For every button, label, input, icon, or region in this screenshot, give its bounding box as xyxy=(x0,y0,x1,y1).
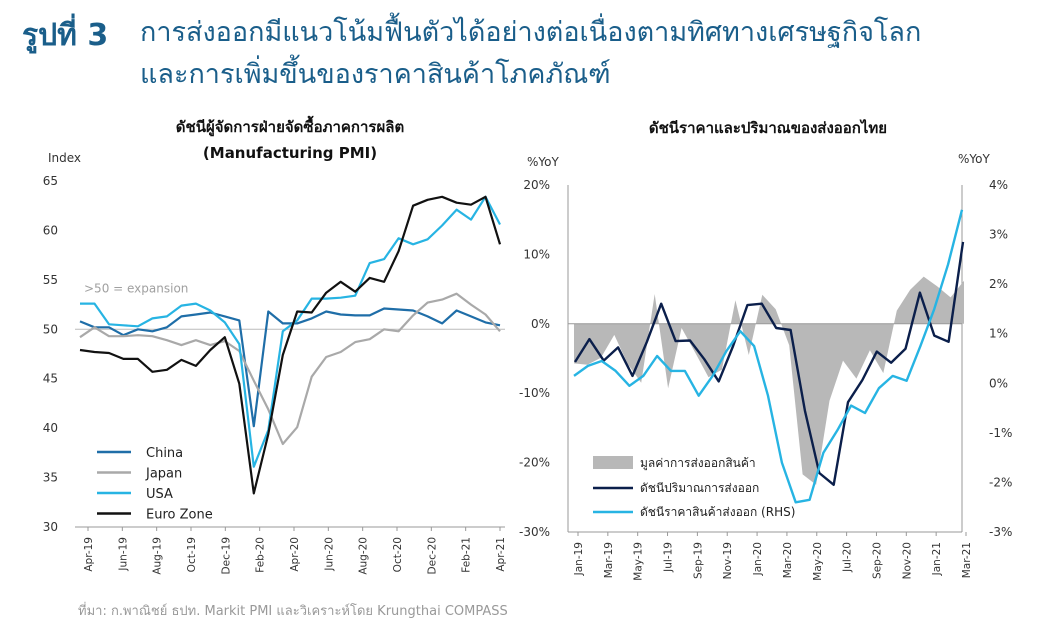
pmi-xtick-label: Oct-19 xyxy=(186,537,198,572)
export-title: ดัชนีราคาและปริมาณของส่งออกไทย xyxy=(649,118,887,137)
pmi-series-3 xyxy=(79,195,502,495)
export-xtick-label: Mar-19 xyxy=(603,542,615,578)
pmi-title-line2: (Manufacturing PMI) xyxy=(203,144,377,162)
pmi-series-1 xyxy=(79,292,501,446)
pmi-xtick-label: Dec-19 xyxy=(220,537,232,574)
export-ylabel-left: %YoY xyxy=(527,155,559,169)
export-ylabel-right: %YoY xyxy=(958,152,990,166)
export-ytick-left: 10% xyxy=(523,247,550,261)
export-xtick-label: Jan-21 xyxy=(931,542,943,576)
export-ytick-left: 0% xyxy=(531,317,550,331)
pmi-series-2 xyxy=(80,195,501,468)
export-ytick-left: -10% xyxy=(519,386,550,400)
export-xtick-label: Jan-19 xyxy=(573,542,585,576)
pmi-ytick-label: 50 xyxy=(43,322,58,336)
pmi-xtick-label: Feb-20 xyxy=(255,537,267,573)
export-xtick-label: Mar-21 xyxy=(961,542,973,578)
export-ytick-left: -20% xyxy=(519,456,550,470)
pmi-series-0 xyxy=(79,307,501,428)
export-ytick-right: 0% xyxy=(989,376,1008,390)
export-ytick-right: 1% xyxy=(989,327,1008,341)
pmi-legend-label: Euro Zone xyxy=(146,508,213,523)
pmi-xtick-label: Aug-19 xyxy=(152,537,164,575)
figure-label: รูปที่ 3 xyxy=(22,18,109,53)
pmi-xtick-label: Aug-20 xyxy=(358,537,370,575)
pmi-xtick-label: Jun-20 xyxy=(323,537,335,572)
pmi-ytick-label: 30 xyxy=(43,520,58,534)
pmi-ytick-label: 45 xyxy=(43,372,58,386)
export-xtick-label: Nov-20 xyxy=(901,542,913,579)
pmi-ytick-label: 55 xyxy=(43,273,58,287)
export-legend-label: ดัชนีราคาสินค้าส่งออก (RHS) xyxy=(640,505,795,519)
export-xtick-label: Jul-20 xyxy=(842,542,854,573)
export-xtick-label: May-19 xyxy=(633,542,645,581)
pmi-xtick-label: Apr-21 xyxy=(495,537,507,572)
export-xtick-label: Sep-20 xyxy=(871,542,883,579)
export-xtick-label: Jan-20 xyxy=(752,542,764,576)
export-legend-label: มูลค่าการส่งออกสินค้า xyxy=(640,456,756,471)
pmi-xtick-label: Apr-19 xyxy=(83,537,95,572)
pmi-ytick-label: 40 xyxy=(43,421,58,435)
pmi-ytick-label: 35 xyxy=(43,471,58,485)
pmi-xtick-label: Oct-20 xyxy=(392,537,404,572)
export-xtick-label: Sep-19 xyxy=(692,542,704,579)
export-xtick-label: May-20 xyxy=(812,542,824,581)
export-ytick-right: 3% xyxy=(989,228,1008,242)
export-xtick-label: Jul-19 xyxy=(663,542,675,573)
pmi-xtick-label: Dec-20 xyxy=(426,537,438,574)
pmi-ylabel: Index xyxy=(48,151,81,165)
pmi-xtick-label: Feb-21 xyxy=(461,537,473,573)
export-ytick-left: -30% xyxy=(519,525,550,539)
export-ytick-right: -3% xyxy=(989,525,1012,539)
pmi-ytick-label: 65 xyxy=(43,174,58,188)
export-ytick-left: 20% xyxy=(523,178,550,192)
pmi-legend-label: Japan xyxy=(145,467,182,482)
export-ytick-right: -1% xyxy=(989,426,1012,440)
figure-title-line2: และการเพิ่มขึ้นของราคาสินค้าโภคภัณฑ์ xyxy=(140,59,611,90)
pmi-xtick-label: Jun-19 xyxy=(117,537,129,572)
export-volume-line xyxy=(573,241,965,486)
figure-title: การส่งออกมีแนวโน้มฟื้นตัวได้อย่างต่อเนื่… xyxy=(140,12,1020,96)
source-note: ที่มา: ก.พาณิชย์ ธปท. Markit PMI และวิเค… xyxy=(78,604,508,619)
pmi-ytick-label: 60 xyxy=(43,223,58,237)
pmi-annotation: >50 = expansion xyxy=(84,281,188,295)
export-legend-label: ดัชนีปริมาณการส่งออก xyxy=(640,481,759,495)
pmi-xtick-label: Apr-20 xyxy=(289,537,301,572)
export-legend-swatch-value xyxy=(593,456,633,469)
pmi-legend-label: USA xyxy=(146,487,173,502)
export-ytick-right: 2% xyxy=(989,277,1008,291)
export-xtick-label: Nov-19 xyxy=(722,542,734,579)
export-xtick-label: Mar-20 xyxy=(782,542,794,578)
figure-title-line1: การส่งออกมีแนวโน้มฟื้นตัวได้อย่างต่อเนื่… xyxy=(140,17,922,48)
export-ytick-right: -2% xyxy=(989,475,1012,489)
export-ytick-right: 4% xyxy=(989,178,1008,192)
pmi-legend-label: China xyxy=(146,446,183,461)
pmi-title-line1: ดัชนีผู้จัดการฝ่ายจัดซื้อภาคการผลิต xyxy=(176,115,404,137)
export-price-line xyxy=(573,209,964,504)
